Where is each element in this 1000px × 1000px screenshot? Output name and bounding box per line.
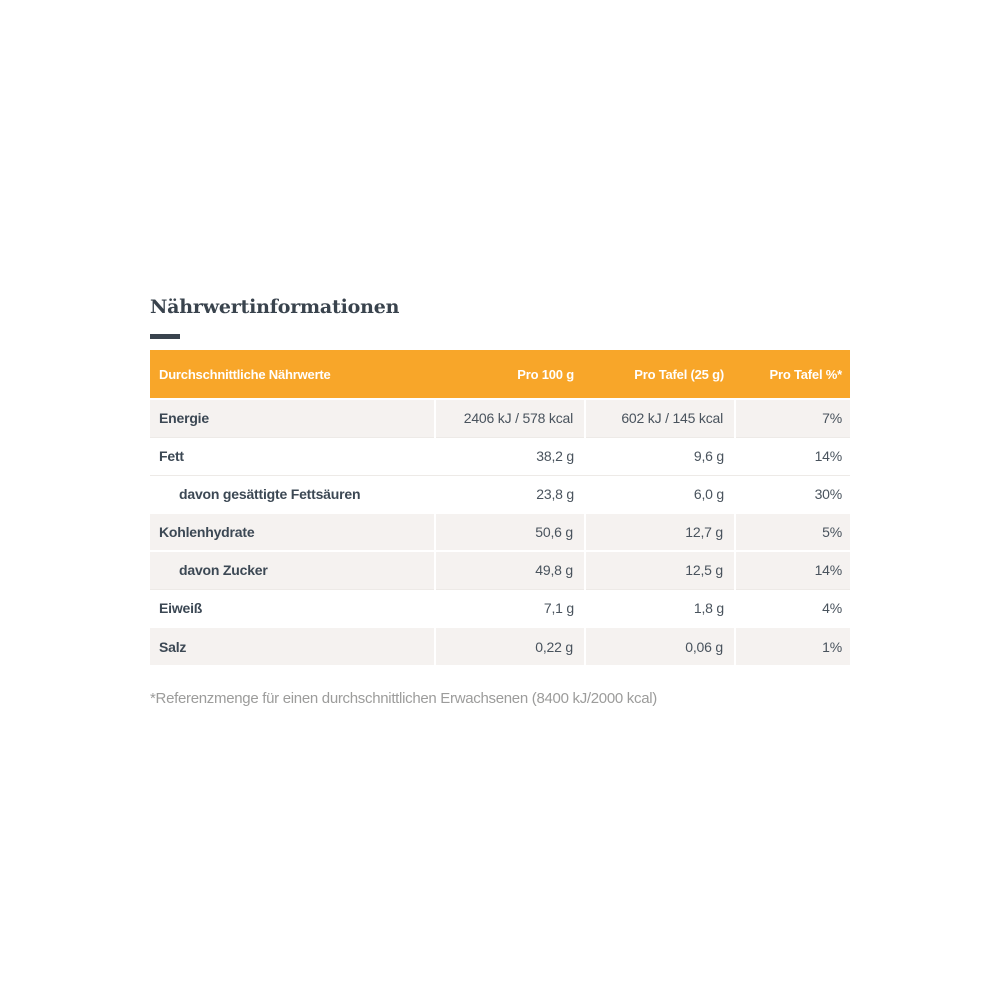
per-tafel-value: 9,6 g bbox=[585, 436, 735, 475]
percent-value: 14% bbox=[735, 436, 850, 475]
per-100g-value: 23,8 g bbox=[435, 474, 585, 513]
column-header-per-100g: Pro 100 g bbox=[435, 350, 585, 399]
percent-value: 1% bbox=[734, 626, 850, 665]
table-row: Eiweiß 7,1 g 1,8 g 4% bbox=[150, 588, 850, 627]
column-header-percent: Pro Tafel %* bbox=[735, 350, 850, 399]
reference-footnote: *Referenzmenge für einen durchschnittlic… bbox=[150, 690, 657, 707]
nutrient-label: Salz bbox=[150, 626, 435, 665]
table-row: Kohlenhydrate 50,6 g 12,7 g 5% bbox=[150, 512, 850, 551]
nutrition-table-header: Durchschnittliche Nährwerte Pro 100 g Pr… bbox=[150, 350, 850, 399]
percent-value: 4% bbox=[735, 588, 850, 627]
nutrient-label: Kohlenhydrate bbox=[150, 512, 435, 551]
per-tafel-value: 602 kJ / 145 kcal bbox=[584, 398, 735, 437]
nutrition-section: Nährwertinformationen Durchschnittliche … bbox=[150, 0, 850, 707]
per-100g-value: 0,22 g bbox=[434, 626, 585, 665]
table-row: davon Zucker 49,8 g 12,5 g 14% bbox=[150, 550, 850, 589]
per-tafel-value: 12,5 g bbox=[584, 550, 735, 589]
nutrient-label: Eiweiß bbox=[150, 588, 435, 627]
per-100g-value: 2406 kJ / 578 kcal bbox=[434, 398, 585, 437]
percent-value: 14% bbox=[734, 550, 850, 589]
column-header-per-tafel: Pro Tafel (25 g) bbox=[585, 350, 735, 399]
table-row: Fett 38,2 g 9,6 g 14% bbox=[150, 436, 850, 475]
title-underline bbox=[150, 334, 180, 339]
table-row: Energie 2406 kJ / 578 kcal 602 kJ / 145 kc… bbox=[150, 398, 850, 437]
per-tafel-value: 0,06 g bbox=[584, 626, 735, 665]
per-tafel-value: 6,0 g bbox=[585, 474, 735, 513]
nutrient-label: davon gesättigte Fettsäuren bbox=[150, 474, 435, 513]
table-row: davon gesättigte Fettsäuren 23,8 g 6,0 g 30… bbox=[150, 474, 850, 513]
nutrient-label: Energie bbox=[150, 398, 435, 437]
percent-value: 5% bbox=[734, 512, 850, 551]
column-header-nutrients: Durchschnittliche Nährwerte bbox=[150, 350, 435, 399]
per-tafel-value: 1,8 g bbox=[585, 588, 735, 627]
nutrition-table: Durchschnittliche Nährwerte Pro 100 g Pr… bbox=[150, 350, 850, 665]
percent-value: 30% bbox=[735, 474, 850, 513]
header-row: Durchschnittliche Nährwerte Pro 100 g Pr… bbox=[150, 350, 850, 399]
percent-value: 7% bbox=[734, 398, 850, 437]
per-100g-value: 38,2 g bbox=[435, 436, 585, 475]
nutrition-table-body: Energie 2406 kJ / 578 kcal 602 kJ / 145 kc… bbox=[150, 398, 850, 665]
per-tafel-value: 12,7 g bbox=[584, 512, 735, 551]
nutrient-label: davon Zucker bbox=[150, 550, 435, 589]
table-row: Salz 0,22 g 0,06 g 1% bbox=[150, 626, 850, 665]
page-title: Nährwertinformationen bbox=[150, 296, 400, 318]
per-100g-value: 49,8 g bbox=[434, 550, 585, 589]
per-100g-value: 50,6 g bbox=[434, 512, 585, 551]
nutrient-label: Fett bbox=[150, 436, 435, 475]
per-100g-value: 7,1 g bbox=[435, 588, 585, 627]
